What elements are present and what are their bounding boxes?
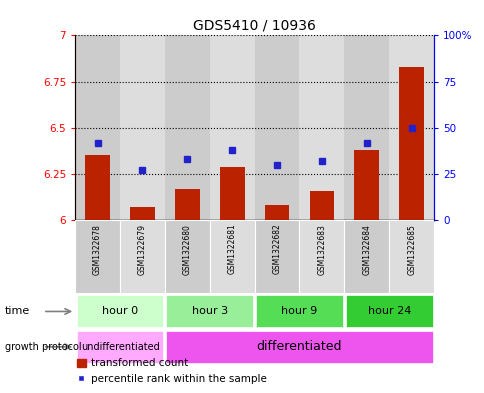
- Bar: [354, 150, 378, 220]
- Text: hour 24: hour 24: [367, 307, 410, 316]
- Bar: [130, 207, 154, 220]
- Bar: [76, 296, 163, 327]
- Text: GSM1322680: GSM1322680: [182, 224, 192, 275]
- Bar: [85, 156, 110, 220]
- Text: GSM1322678: GSM1322678: [93, 224, 102, 275]
- Bar: [120, 35, 165, 220]
- Bar: [209, 35, 254, 220]
- Text: undifferentiated: undifferentiated: [80, 342, 159, 352]
- Bar: [388, 35, 433, 220]
- Bar: [166, 296, 253, 327]
- Title: GDS5410 / 10936: GDS5410 / 10936: [193, 19, 316, 33]
- Bar: [299, 35, 344, 220]
- Text: GSM1322679: GSM1322679: [137, 224, 147, 275]
- Text: GSM1322683: GSM1322683: [317, 224, 326, 275]
- Text: growth protocol: growth protocol: [5, 342, 81, 352]
- Bar: [264, 205, 289, 220]
- Legend: transformed count, percentile rank within the sample: transformed count, percentile rank withi…: [73, 354, 270, 388]
- Text: hour 0: hour 0: [102, 307, 138, 316]
- Bar: [175, 189, 199, 220]
- Bar: [76, 331, 163, 363]
- Bar: [299, 220, 344, 293]
- Bar: [254, 220, 299, 293]
- Bar: [75, 220, 120, 293]
- Bar: [166, 331, 432, 363]
- Text: hour 3: hour 3: [191, 307, 227, 316]
- Text: hour 9: hour 9: [281, 307, 317, 316]
- Text: time: time: [5, 307, 30, 316]
- Text: GSM1322682: GSM1322682: [272, 224, 281, 274]
- Bar: [219, 167, 244, 220]
- Bar: [345, 296, 432, 327]
- Bar: [309, 191, 333, 220]
- Bar: [398, 67, 423, 220]
- Text: GSM1322681: GSM1322681: [227, 224, 236, 274]
- Bar: [165, 220, 209, 293]
- Bar: [75, 35, 120, 220]
- Bar: [388, 220, 433, 293]
- Text: differentiated: differentiated: [256, 340, 342, 353]
- Bar: [165, 35, 209, 220]
- Text: GSM1322685: GSM1322685: [406, 224, 415, 275]
- Bar: [254, 35, 299, 220]
- Bar: [344, 220, 388, 293]
- Bar: [256, 296, 342, 327]
- Bar: [120, 220, 165, 293]
- Text: GSM1322684: GSM1322684: [362, 224, 371, 275]
- Bar: [209, 220, 254, 293]
- Bar: [344, 35, 388, 220]
